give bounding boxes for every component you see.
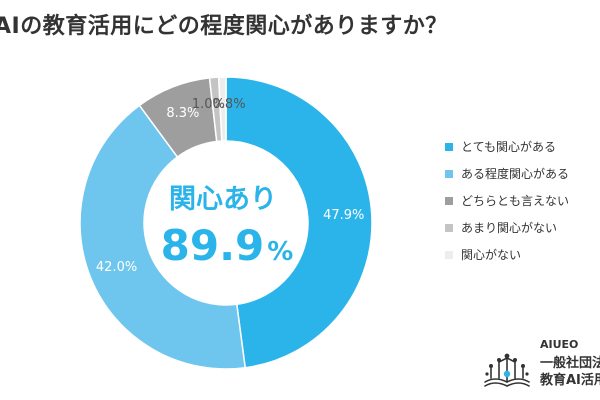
logo-emblem-icon xyxy=(484,353,530,387)
slice-1 xyxy=(225,76,373,369)
legend-item-1: とても関心がある xyxy=(445,133,569,160)
slice-5 xyxy=(217,76,227,142)
legend-item-3: どちらとも言えない xyxy=(445,187,569,214)
legend-label: 関心がない xyxy=(461,248,522,262)
legend-swatch xyxy=(445,142,453,151)
legend-label: ある程度関心がある xyxy=(461,167,570,181)
legend: とても関心がある ある程度関心がある どちらとも言えない あまり関心がない 関心がない xyxy=(445,133,569,268)
legend-swatch xyxy=(445,196,453,205)
legend-item-5: 関心がない xyxy=(445,241,569,268)
logo-line-2: 教育AI活用 xyxy=(540,373,600,388)
center-label: 関心あり xyxy=(169,184,277,215)
legend-label: どちらとも言えない xyxy=(461,194,570,208)
chart-title: AIの教育活用にどの程度関心がありますか？ xyxy=(0,14,448,39)
slice-label-5: 0.8% xyxy=(213,97,246,112)
slice-label-2: 42.0% xyxy=(96,260,137,275)
slice-label-4: 1.0% xyxy=(192,97,225,112)
slice-2 xyxy=(79,104,247,370)
legend-swatch xyxy=(445,250,453,259)
legend-label: あまり関心がない xyxy=(461,221,558,235)
legend-swatch xyxy=(445,223,453,232)
legend-label: とても関心がある xyxy=(461,140,557,154)
slice-label-3: 8.3% xyxy=(166,106,199,121)
logo-line-1: 一般社団法 xyxy=(540,356,600,371)
center-value: 89.9% xyxy=(161,221,294,270)
logo-brand: AIUEO xyxy=(540,338,579,351)
slice-label-1: 47.9% xyxy=(323,208,364,223)
legend-item-2: ある程度関心がある xyxy=(445,160,569,187)
legend-swatch xyxy=(445,169,453,178)
legend-item-4: あまり関心がない xyxy=(445,214,569,241)
logo: AIUEO 一般社団法 教育AI活用 xyxy=(477,336,600,396)
